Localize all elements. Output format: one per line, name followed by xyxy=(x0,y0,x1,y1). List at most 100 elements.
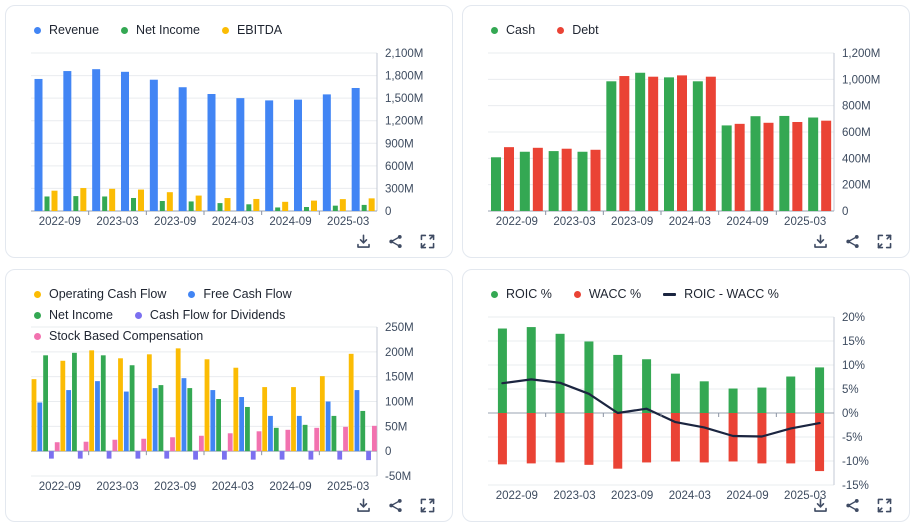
bar-operating-cash-flow[interactable] xyxy=(348,353,354,452)
bar-ebitda[interactable] xyxy=(138,189,144,211)
bar-ebitda[interactable] xyxy=(51,190,58,211)
bar-debt[interactable] xyxy=(734,123,745,211)
bar-revenue[interactable] xyxy=(92,69,101,211)
bar-revenue[interactable] xyxy=(149,79,158,211)
bar-debt[interactable] xyxy=(504,147,514,211)
bar-cash-flow-for-dividends[interactable] xyxy=(49,451,54,459)
bar-cash-flow-for-dividends[interactable] xyxy=(193,451,198,460)
bar-net-income[interactable] xyxy=(245,406,250,452)
share-icon[interactable] xyxy=(844,233,861,250)
bar-net-income[interactable] xyxy=(273,427,279,452)
legend-item-revenue[interactable]: Revenue xyxy=(34,21,99,40)
bar-debt[interactable] xyxy=(677,75,687,211)
bar-ebitda[interactable] xyxy=(195,195,202,211)
bar-net-income[interactable] xyxy=(217,203,223,211)
bar-net-income[interactable] xyxy=(43,355,48,452)
bar-debt[interactable] xyxy=(763,122,774,211)
bar-revenue[interactable] xyxy=(236,98,245,211)
bar-ebitda[interactable] xyxy=(368,198,375,211)
bar-cash-flow-for-dividends[interactable] xyxy=(77,451,83,459)
download-icon[interactable] xyxy=(355,497,372,514)
bar-cash-flow-for-dividends[interactable] xyxy=(135,451,141,459)
bar-ebitda[interactable] xyxy=(166,192,173,211)
bar-operating-cash-flow[interactable] xyxy=(204,359,210,452)
bar-free-cash-flow[interactable] xyxy=(268,415,273,452)
bar-debt[interactable] xyxy=(532,147,543,211)
bar-debt[interactable] xyxy=(619,76,630,212)
legend-item-roic-wacc[interactable]: ROIC - WACC % xyxy=(663,285,779,304)
bar-net-income[interactable] xyxy=(216,399,221,452)
bar-roic[interactable] xyxy=(815,367,825,413)
legend-item-roic[interactable]: ROIC % xyxy=(491,285,552,304)
bar-operating-cash-flow[interactable] xyxy=(118,358,123,452)
bar-roic[interactable] xyxy=(670,373,680,413)
legend-item-net-income[interactable]: Net Income xyxy=(34,306,113,325)
bar-cash[interactable] xyxy=(606,81,617,211)
legend-item-cash-flow-for-dividends[interactable]: Cash Flow for Dividends xyxy=(134,306,285,325)
bar-cash[interactable] xyxy=(750,116,761,211)
bar-wacc[interactable] xyxy=(786,413,796,464)
bar-debt[interactable] xyxy=(590,149,601,211)
bar-free-cash-flow[interactable] xyxy=(66,390,72,452)
bar-cash-flow-for-dividends[interactable] xyxy=(164,451,170,459)
bar-free-cash-flow[interactable] xyxy=(123,391,129,452)
bar-revenue[interactable] xyxy=(322,94,331,211)
bar-stock-based-compensation[interactable] xyxy=(256,431,262,452)
bar-net-income[interactable] xyxy=(302,424,308,452)
bar-wacc[interactable] xyxy=(642,413,652,463)
bar-roic[interactable] xyxy=(786,376,796,413)
bar-ebitda[interactable] xyxy=(311,200,317,211)
share-icon[interactable] xyxy=(387,497,404,514)
bar-net-income[interactable] xyxy=(129,365,135,452)
legend-item-free-cash-flow[interactable]: Free Cash Flow xyxy=(188,285,292,304)
bar-debt[interactable] xyxy=(821,120,832,211)
bar-net-income[interactable] xyxy=(360,410,366,452)
bar-free-cash-flow[interactable] xyxy=(354,390,360,452)
bar-net-income[interactable] xyxy=(72,352,77,452)
bar-debt[interactable] xyxy=(561,148,572,211)
bar-operating-cash-flow[interactable] xyxy=(89,350,95,452)
bar-cash[interactable] xyxy=(808,117,819,211)
bar-revenue[interactable] xyxy=(207,94,216,211)
bar-free-cash-flow[interactable] xyxy=(210,390,216,452)
bar-wacc[interactable] xyxy=(497,413,507,465)
bar-roic[interactable] xyxy=(497,328,507,413)
bar-cash[interactable] xyxy=(779,115,790,211)
bar-stock-based-compensation[interactable] xyxy=(371,425,377,452)
bar-cash-flow-for-dividends[interactable] xyxy=(106,451,112,459)
fullscreen-icon[interactable] xyxy=(876,233,893,250)
bar-free-cash-flow[interactable] xyxy=(95,381,100,452)
fullscreen-icon[interactable] xyxy=(419,233,436,250)
bar-cash[interactable] xyxy=(664,77,674,211)
bar-net-income[interactable] xyxy=(361,204,367,211)
legend-item-cash[interactable]: Cash xyxy=(491,21,535,40)
bar-wacc[interactable] xyxy=(757,413,767,464)
bar-cash[interactable] xyxy=(548,151,559,211)
bar-revenue[interactable] xyxy=(178,87,187,211)
bar-operating-cash-flow[interactable] xyxy=(146,354,152,452)
bar-net-income[interactable] xyxy=(73,196,79,211)
bar-operating-cash-flow[interactable] xyxy=(262,387,268,452)
bar-ebitda[interactable] xyxy=(282,201,289,211)
bar-debt[interactable] xyxy=(648,76,659,211)
bar-stock-based-compensation[interactable] xyxy=(227,433,233,452)
legend-item-debt[interactable]: Debt xyxy=(557,21,599,40)
bar-roic[interactable] xyxy=(699,381,709,413)
bar-cash[interactable] xyxy=(635,72,646,211)
bar-wacc[interactable] xyxy=(728,413,738,462)
bar-net-income[interactable] xyxy=(102,196,108,211)
bar-roic[interactable] xyxy=(613,354,623,413)
bar-ebitda[interactable] xyxy=(253,198,260,211)
bar-roic[interactable] xyxy=(555,333,565,413)
bar-debt[interactable] xyxy=(705,76,716,211)
bar-stock-based-compensation[interactable] xyxy=(314,427,320,452)
bar-wacc[interactable] xyxy=(699,413,709,463)
bar-ebitda[interactable] xyxy=(224,198,231,211)
bar-stock-based-compensation[interactable] xyxy=(141,438,147,452)
bar-cash[interactable] xyxy=(491,157,501,211)
bar-net-income[interactable] xyxy=(131,197,136,211)
bar-wacc[interactable] xyxy=(584,413,594,465)
bar-wacc[interactable] xyxy=(555,413,565,463)
bar-net-income[interactable] xyxy=(332,205,338,211)
bar-roic[interactable] xyxy=(584,341,594,413)
